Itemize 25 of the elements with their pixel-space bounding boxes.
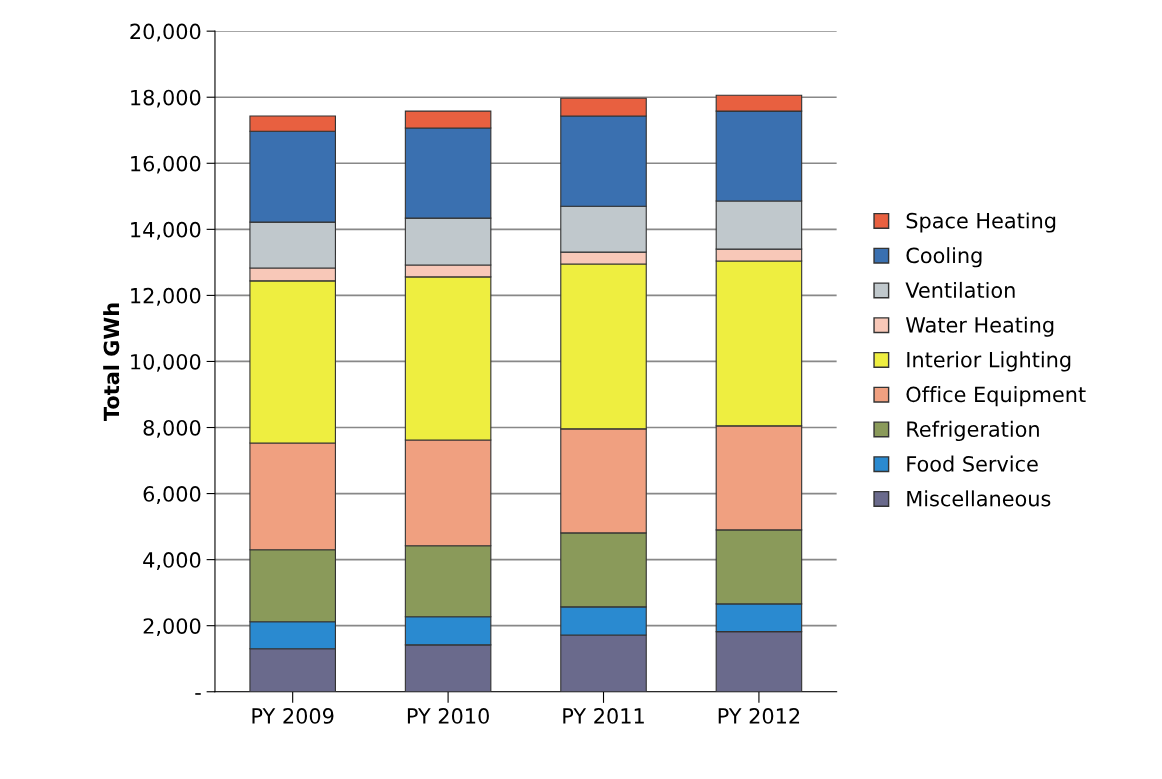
- legend-label: Miscellaneous: [907, 490, 1051, 507]
- y-tick-label: 20,000: [130, 23, 201, 42]
- legend-label: Ventilation: [905, 281, 1015, 299]
- legend-label: Office Equipment: [906, 386, 1086, 407]
- x-tick-label: PY 2009: [252, 708, 334, 724]
- y-tick-label: 14,000: [131, 221, 201, 240]
- y-tick-label: 16,000: [131, 155, 201, 174]
- legend-label: Interior Lighting: [907, 351, 1071, 372]
- x-tick-label: PY 2010: [407, 708, 489, 724]
- legend-label: Space Heating: [906, 212, 1056, 233]
- y-tick-label: 6,000: [143, 486, 201, 504]
- y-tick-label: 12,000: [131, 287, 201, 306]
- x-tick-label: PY 2011: [563, 708, 644, 724]
- legend-label: Cooling: [906, 247, 982, 268]
- y-tick-label: 10,000: [131, 353, 201, 372]
- y-axis-title: Total GWh: [103, 303, 120, 421]
- y-tick-label: 2,000: [143, 618, 201, 637]
- legend-label: Water Heating: [905, 316, 1054, 337]
- x-tick-label: PY 2012: [718, 708, 800, 724]
- y-tick-label: 18,000: [131, 89, 201, 108]
- y-tick-label: 8,000: [143, 419, 201, 438]
- legend-label: Refrigeration: [907, 420, 1039, 442]
- legend-label: Food Service: [907, 455, 1038, 472]
- y-tick-label: -: [195, 693, 201, 695]
- y-tick-label: 4,000: [143, 552, 201, 570]
